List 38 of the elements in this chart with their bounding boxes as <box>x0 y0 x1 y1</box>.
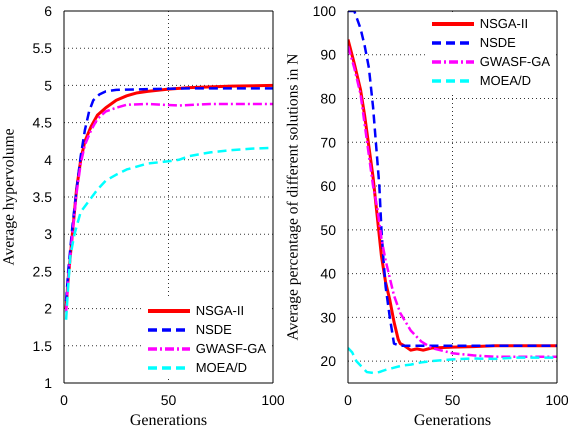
y-tick-label: 90 <box>320 46 336 63</box>
y-tick-label: 5.5 <box>32 40 52 56</box>
y-axis-title: Average percentage of different solutions in N <box>284 54 302 340</box>
y-tick-label: 3.5 <box>32 188 52 205</box>
legend-label: GWASF-GA <box>196 341 266 356</box>
y-tick-label: 30 <box>320 309 336 326</box>
y-tick-label: 50 <box>320 222 336 238</box>
x-axis-title: Generations <box>414 412 492 429</box>
x-axis-title: Generations <box>130 412 208 429</box>
y-tick-label: 3 <box>44 226 52 242</box>
y-tick-label: 4.5 <box>32 114 52 131</box>
y-tick-label: 100 <box>312 2 336 19</box>
legend-label: GWASF-GA <box>480 54 550 69</box>
y-tick-label: 2.5 <box>32 263 52 280</box>
legend-label: MOEA/D <box>480 73 531 88</box>
y-tick-label: 1.5 <box>32 338 52 354</box>
y-tick-label: 60 <box>320 178 336 194</box>
y-tick-label: 5 <box>44 77 52 94</box>
y-tick-label: 80 <box>320 90 336 106</box>
legend-label: NSGA-II <box>196 303 244 318</box>
x-tick-label: 100 <box>261 392 285 408</box>
y-tick-label: 4 <box>44 152 52 168</box>
y-tick-label: 1 <box>44 374 52 391</box>
y-tick-label: 70 <box>320 134 336 150</box>
x-tick-label: 50 <box>444 392 460 408</box>
y-tick-label: 20 <box>320 353 336 370</box>
x-tick-label: 0 <box>60 392 68 408</box>
y-tick-label: 40 <box>320 266 336 282</box>
y-axis-title: Average hypervolume <box>0 128 18 266</box>
legend-label: NSDE <box>196 322 232 337</box>
y-tick-label: 2 <box>44 300 52 317</box>
legend-label: NSGA-II <box>480 16 528 31</box>
x-tick-label: 0 <box>344 392 352 408</box>
y-tick-label: 6 <box>44 2 52 19</box>
legend-label: NSDE <box>480 35 516 50</box>
legend-label: MOEA/D <box>196 360 247 375</box>
x-tick-label: 100 <box>545 392 569 408</box>
x-tick-label: 50 <box>160 392 176 408</box>
